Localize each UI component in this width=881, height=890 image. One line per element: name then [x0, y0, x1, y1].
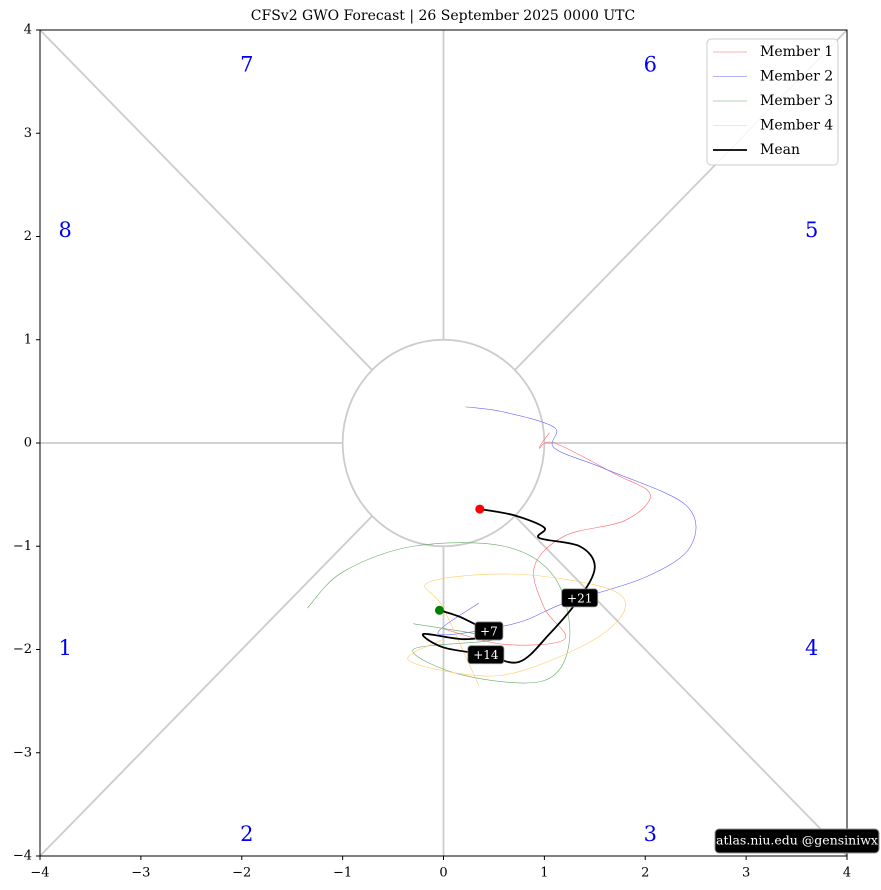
legend-label: Mean [760, 142, 800, 158]
legend-label: Member 3 [760, 93, 833, 109]
watermark-box [714, 828, 880, 854]
phase-label: 1 [59, 636, 72, 660]
x-tick-label: 4 [843, 866, 851, 881]
annotation-box [474, 621, 504, 641]
guide-line [514, 515, 848, 857]
series-line [443, 432, 651, 646]
y-tick-label: 3 [24, 126, 32, 141]
y-tick-label: 2 [24, 229, 32, 244]
x-tick-label: −4 [30, 866, 49, 881]
phase-label: 8 [59, 218, 72, 242]
y-tick-label: −1 [13, 539, 32, 554]
phase-label: 5 [805, 218, 818, 242]
y-tick-label: 4 [24, 23, 32, 38]
guide-line [39, 29, 373, 371]
legend-label: Member 1 [760, 44, 833, 60]
start-marker [434, 605, 444, 615]
y-tick-label: 1 [24, 332, 32, 347]
watermark: atlas.niu.edu @gensiniwx [716, 833, 878, 848]
phase-label: 6 [644, 53, 657, 77]
x-tick-label: 1 [540, 866, 548, 881]
annotation-label: +14 [473, 648, 499, 662]
phase-label: 7 [240, 53, 253, 77]
x-tick-label: 0 [439, 866, 447, 881]
x-tick-label: −2 [232, 866, 251, 881]
series-line [437, 406, 697, 636]
phase-label: 4 [805, 636, 818, 660]
phase-label: 3 [644, 822, 657, 846]
chart-title: CFSv2 GWO Forecast | 26 September 2025 0… [251, 8, 635, 24]
end-marker [475, 504, 485, 514]
series-line [421, 508, 596, 664]
x-tick-label: 3 [742, 866, 750, 881]
annotation-box [561, 588, 599, 608]
y-tick-label: 0 [24, 436, 32, 451]
y-tick-label: −2 [13, 642, 32, 657]
annotation-box [467, 645, 505, 665]
annotation-label: +7 [480, 624, 498, 638]
x-tick-label: 2 [641, 866, 649, 881]
guide-line [39, 515, 373, 857]
series-line [307, 542, 571, 684]
y-tick-label: −3 [13, 745, 32, 760]
legend-label: Member 2 [760, 69, 833, 85]
y-tick-label: −4 [13, 849, 32, 864]
series-line [407, 573, 626, 686]
legend-label: Member 4 [760, 118, 833, 134]
annotation-label: +21 [567, 591, 592, 605]
x-tick-label: −1 [333, 866, 352, 881]
legend-box [706, 38, 839, 166]
x-tick-label: −3 [131, 866, 150, 881]
plot-frame [39, 29, 848, 857]
phase-label: 2 [240, 822, 253, 846]
